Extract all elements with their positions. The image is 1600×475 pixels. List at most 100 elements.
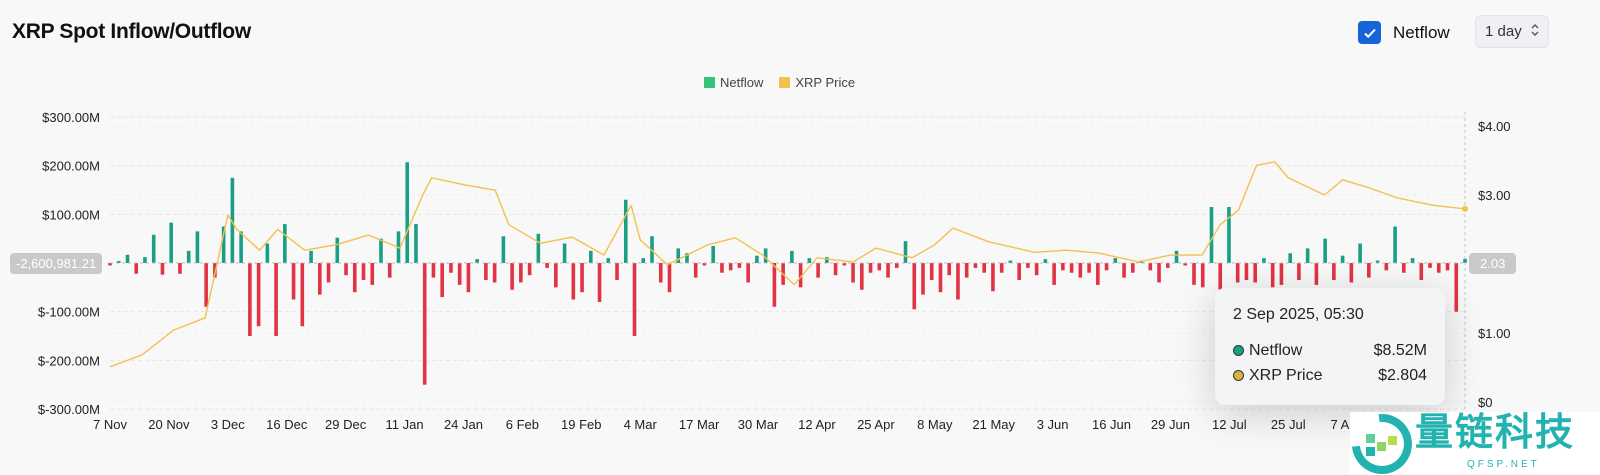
netflow-bar-outflow bbox=[929, 263, 934, 281]
netflow-bar-outflow bbox=[108, 263, 112, 266]
netflow-bar-outflow bbox=[1034, 263, 1039, 276]
netflow-bar-inflow bbox=[1043, 259, 1048, 263]
netflow-bar-outflow bbox=[352, 263, 357, 293]
x-tick-label: 6 Feb bbox=[506, 417, 539, 432]
netflow-bar-inflow bbox=[1174, 250, 1179, 263]
interval-select[interactable]: 1 day bbox=[1475, 15, 1549, 48]
legend-item-netflow[interactable]: Netflow bbox=[704, 75, 763, 90]
y-right-tick-label: $0 bbox=[1478, 395, 1492, 410]
netflow-bar-outflow bbox=[632, 263, 637, 336]
netflow-bar-outflow bbox=[248, 263, 252, 336]
netflow-bar-outflow bbox=[1235, 263, 1240, 283]
netflow-bar-outflow bbox=[982, 263, 986, 273]
y-right-tick-label: $3.00 bbox=[1478, 188, 1511, 203]
netflow-bar-inflow bbox=[1323, 238, 1327, 263]
netflow-bar-outflow bbox=[1419, 263, 1424, 281]
netflow-bar-outflow bbox=[1402, 263, 1406, 273]
tooltip-value: $8.52M bbox=[1373, 341, 1427, 359]
x-tick-label: 7 Nov bbox=[93, 417, 127, 432]
x-tick-label: 8 May bbox=[917, 417, 953, 432]
x-tick-label: 16 Jun bbox=[1092, 417, 1131, 432]
netflow-bar-outflow bbox=[370, 263, 375, 285]
netflow-bar-outflow bbox=[947, 263, 952, 276]
netflow-bar-inflow bbox=[1305, 248, 1310, 263]
netflow-bar-outflow bbox=[1384, 263, 1389, 271]
netflow-bar-outflow bbox=[720, 263, 724, 273]
netflow-bar-outflow bbox=[772, 263, 777, 307]
x-tick-label: 12 Apr bbox=[798, 417, 836, 432]
netflow-bar-inflow bbox=[1227, 207, 1231, 263]
netflow-bar-outflow bbox=[1069, 263, 1074, 273]
netflow-bar-inflow bbox=[685, 253, 689, 263]
netflow-bar-outflow bbox=[1096, 263, 1100, 285]
netflow-bar-inflow bbox=[1375, 260, 1380, 263]
netflow-bar-outflow bbox=[1131, 263, 1135, 273]
netflow-bar-outflow bbox=[1279, 263, 1284, 285]
netflow-bar-outflow bbox=[1078, 263, 1083, 278]
tooltip-date: 2 Sep 2025, 05:30 bbox=[1233, 306, 1364, 323]
netflow-bar-outflow bbox=[702, 263, 707, 266]
netflow-bar-outflow bbox=[274, 263, 278, 336]
y-left-tick-label: $-300.00M bbox=[38, 402, 100, 417]
legend-item-price[interactable]: XRP Price bbox=[779, 75, 855, 90]
netflow-bar-outflow bbox=[1445, 263, 1450, 271]
y-left-tick-label: $300.00M bbox=[42, 110, 100, 125]
netflow-bar-outflow bbox=[851, 263, 855, 283]
netflow-bar-outflow bbox=[510, 263, 514, 290]
netflow-bar-inflow bbox=[1008, 260, 1013, 263]
x-tick-label: 21 May bbox=[972, 417, 1015, 432]
netflow-bar-inflow bbox=[239, 231, 243, 263]
checkmark-icon[interactable] bbox=[1358, 21, 1381, 44]
netflow-bar-outflow bbox=[1454, 263, 1459, 312]
netflow-bar-inflow bbox=[1358, 243, 1362, 263]
netflow-bar-inflow bbox=[606, 258, 611, 263]
netflow-bar-outflow bbox=[1122, 263, 1126, 278]
netflow-bar-outflow bbox=[956, 263, 960, 300]
netflow-bar-outflow bbox=[798, 263, 803, 288]
x-tick-label: 24 Jan bbox=[444, 417, 483, 432]
netflow-bar-outflow bbox=[326, 263, 331, 283]
x-tick-label: 16 Dec bbox=[266, 417, 308, 432]
netflow-bar-outflow bbox=[1428, 263, 1432, 268]
netflow-checkbox[interactable]: Netflow bbox=[1358, 21, 1450, 44]
x-tick-label: 12 Jul bbox=[1212, 417, 1247, 432]
netflow-bar-inflow bbox=[790, 250, 794, 263]
netflow-bar-outflow bbox=[991, 263, 995, 292]
netflow-bar-inflow bbox=[676, 248, 681, 263]
netflow-bar-outflow bbox=[449, 263, 453, 273]
y-left-tick-label: $-100.00M bbox=[38, 305, 100, 320]
netflow-bar-inflow bbox=[151, 234, 156, 263]
watermark-text: 量链科技 bbox=[1415, 412, 1576, 454]
netflow-bar-inflow bbox=[1340, 255, 1345, 263]
netflow-bar-inflow bbox=[379, 238, 383, 263]
netflow-bar-outflow bbox=[387, 263, 392, 278]
x-tick-label: 3 Jun bbox=[1037, 417, 1069, 432]
netflow-bar-inflow bbox=[169, 222, 173, 263]
netflow-bar-outflow bbox=[344, 263, 348, 276]
netflow-bar-outflow bbox=[1253, 263, 1257, 283]
price-point bbox=[1462, 205, 1468, 212]
x-tick-label: 4 Mar bbox=[624, 417, 658, 432]
netflow-bar-inflow bbox=[1209, 207, 1214, 263]
netflow-bar-outflow bbox=[1017, 263, 1021, 281]
netflow-bar-inflow bbox=[116, 261, 121, 263]
netflow-bar-outflow bbox=[1061, 263, 1065, 271]
netflow-bar-outflow bbox=[1270, 263, 1275, 288]
netflow-bar-outflow bbox=[1192, 263, 1196, 285]
netflow-bar-outflow bbox=[213, 263, 217, 278]
netflow-bar-outflow bbox=[300, 263, 305, 327]
netflow-bar-outflow bbox=[492, 263, 497, 283]
y-left-tick-label: $-200.00M bbox=[38, 353, 100, 368]
netflow-bar-outflow bbox=[1349, 263, 1354, 283]
netflow-bar-outflow bbox=[1314, 263, 1319, 285]
netflow-bar-outflow bbox=[1218, 263, 1223, 290]
netflow-bar-inflow bbox=[1393, 226, 1397, 263]
netflow-bar-inflow bbox=[475, 259, 479, 263]
netflow-bar-outflow bbox=[1052, 263, 1056, 285]
netflow-bar-outflow bbox=[466, 263, 471, 293]
netflow-bar-outflow bbox=[1332, 263, 1336, 281]
netflow-bar-inflow bbox=[501, 236, 506, 263]
netflow-bar-inflow bbox=[763, 248, 768, 263]
netflow-bar-outflow bbox=[519, 263, 523, 283]
